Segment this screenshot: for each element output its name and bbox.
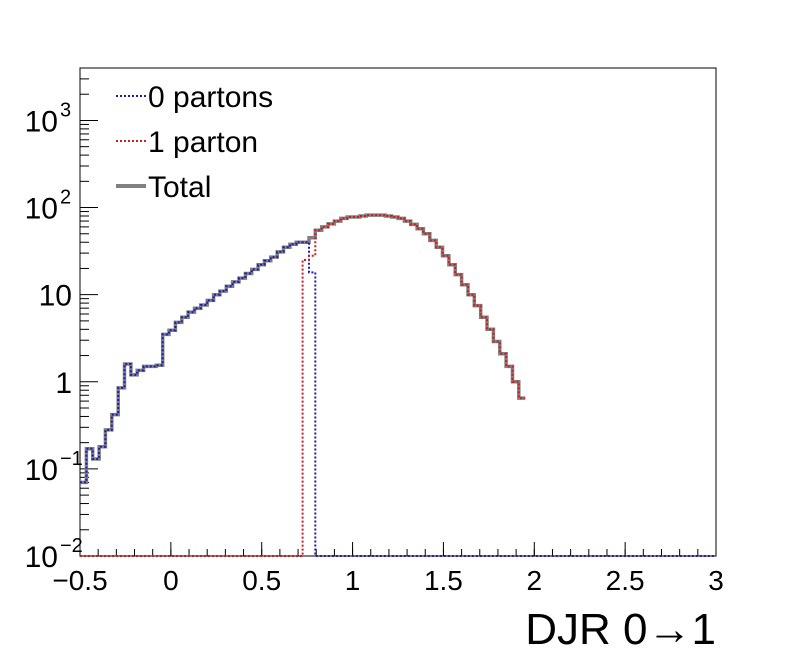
legend-label: Total [148, 171, 211, 204]
series-layer [80, 213, 716, 557]
x-tick-label: 0 [163, 565, 179, 596]
y-tick-label: 10 [25, 193, 58, 226]
legend: 0 partons 1 parton Total [116, 81, 273, 204]
y-tick-exponent: −1 [60, 448, 83, 470]
x-tick-label: 1.5 [424, 565, 463, 596]
y-tick-exponent: 2 [60, 187, 71, 209]
y-tick-label: 10 [25, 541, 58, 574]
series-line-total [80, 213, 526, 485]
x-tick-label: −0.5 [52, 565, 107, 596]
plot-frame [79, 67, 717, 557]
x-ticks: −0.5 0 0.5 1 1.5 2 2.5 3 [52, 542, 724, 596]
x-tick-label: 1 [345, 565, 361, 596]
x-tick-label: 2.5 [606, 565, 645, 596]
y-tick-label: 10 [25, 454, 58, 487]
x-tick-label: 0.5 [242, 565, 281, 596]
y-tick-label: 1 [55, 367, 72, 400]
y-tick-exponent: 3 [60, 99, 71, 121]
y-tick-label: 10 [39, 280, 72, 313]
legend-label: 0 partons [148, 81, 273, 114]
y-tick-label: 10 [25, 105, 58, 138]
series-line-0-partons [80, 241, 716, 557]
y-minor-ticks [80, 67, 89, 531]
legend-label: 1 parton [148, 126, 258, 159]
x-axis-label: DJR 0→1 [525, 605, 716, 654]
y-tick-exponent: −2 [60, 535, 83, 557]
x-tick-label: 2 [526, 565, 542, 596]
x-tick-label: 3 [708, 565, 724, 596]
series-line-1-parton [80, 214, 526, 557]
